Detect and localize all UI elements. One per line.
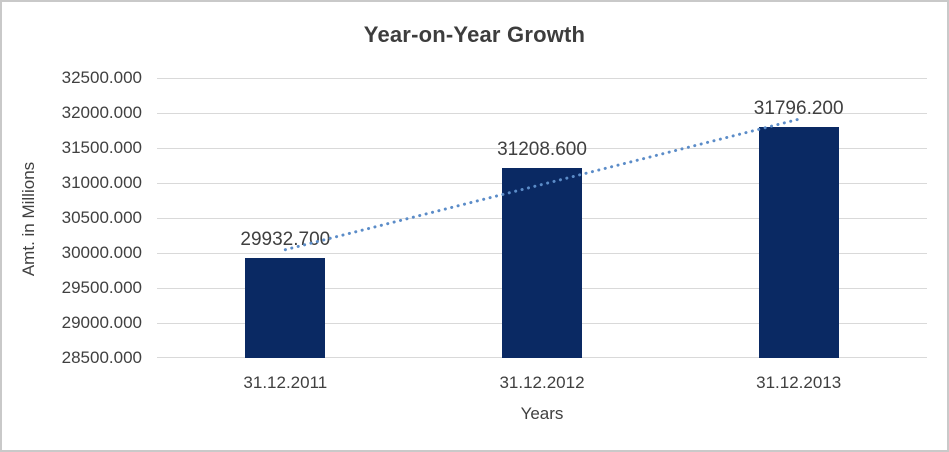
bar-value-label: 29932.700 <box>240 229 331 250</box>
y-tick-label: 32000.000 <box>61 103 142 122</box>
y-tick-label: 30000.000 <box>61 243 142 262</box>
x-tick-label: 31.12.2011 <box>243 373 328 392</box>
y-tick-label: 31500.000 <box>61 138 142 157</box>
bar-value-label: 31796.200 <box>753 98 844 119</box>
gridline <box>157 78 927 79</box>
trendline-svg <box>283 117 801 252</box>
x-tick-label: 31.12.2013 <box>756 373 842 392</box>
y-tick-label: 29000.000 <box>61 313 142 332</box>
chart-title: Year-on-Year Growth <box>363 22 586 47</box>
y-tick-label: 31000.000 <box>61 173 142 192</box>
bar-value-label: 31208.600 <box>497 139 587 160</box>
plot-area: 29932.700 31208.600 31796.200 <box>157 78 927 358</box>
y-tick-label: 29500.000 <box>61 278 142 297</box>
gridline <box>157 148 927 149</box>
y-tick-label: 30500.000 <box>61 208 142 227</box>
x-axis-title: Years <box>520 404 564 423</box>
bar <box>502 168 582 358</box>
gridline <box>157 113 927 114</box>
y-tick-label: 32500.000 <box>61 68 142 87</box>
x-tick-label: 31.12.2012 <box>499 373 585 392</box>
bar <box>758 127 839 358</box>
trendline <box>283 117 801 252</box>
y-tick-label: 28500.000 <box>61 348 142 367</box>
bar <box>245 258 326 358</box>
